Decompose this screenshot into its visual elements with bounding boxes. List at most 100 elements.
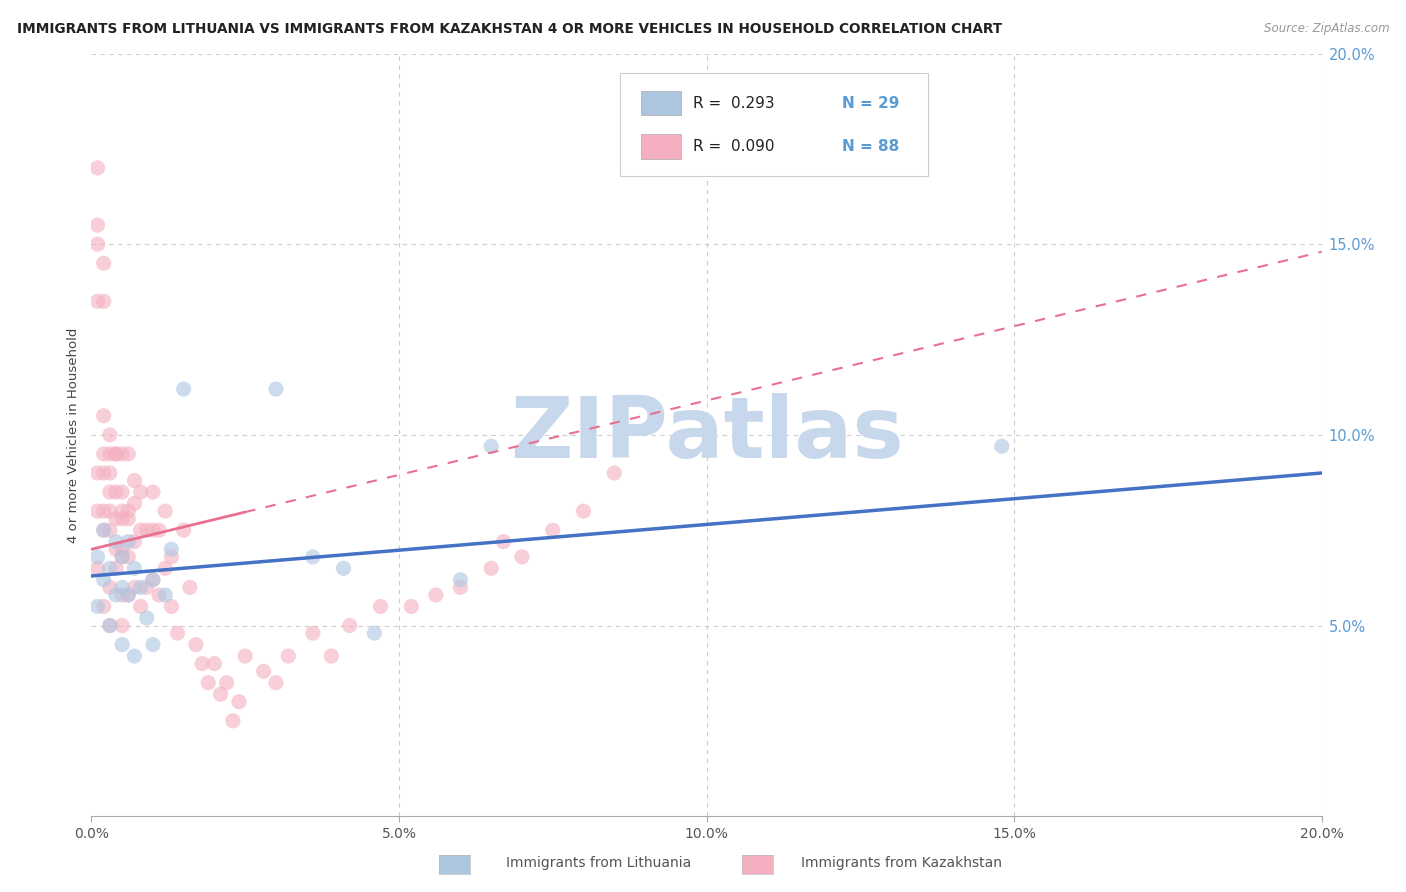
Point: [93, 599, 115, 614]
Point: [93, 409, 115, 423]
Point: [135, 581, 157, 595]
Point: [339, 618, 361, 632]
Point: [111, 504, 134, 518]
Point: [541, 523, 564, 537]
Point: [124, 474, 146, 488]
Point: [492, 534, 515, 549]
Point: [111, 549, 134, 564]
Point: [135, 523, 157, 537]
Point: [479, 439, 502, 453]
Text: ZIPatlas: ZIPatlas: [509, 393, 904, 476]
Point: [98, 428, 121, 442]
Point: [105, 561, 127, 575]
Point: [153, 588, 177, 602]
Point: [160, 542, 183, 557]
Point: [363, 626, 385, 640]
Point: [209, 687, 232, 701]
Point: [105, 485, 127, 500]
Point: [479, 561, 502, 575]
Text: R =  0.090: R = 0.090: [693, 139, 775, 154]
Point: [93, 466, 115, 480]
Point: [124, 581, 146, 595]
Point: [98, 447, 121, 461]
Text: Immigrants from Kazakhstan: Immigrants from Kazakhstan: [801, 856, 1002, 871]
Point: [179, 581, 201, 595]
Point: [86, 561, 108, 575]
Point: [142, 523, 165, 537]
Point: [93, 523, 115, 537]
Point: [215, 675, 238, 690]
Point: [142, 573, 165, 587]
Point: [449, 573, 471, 587]
Point: [160, 599, 183, 614]
Point: [86, 466, 108, 480]
Point: [301, 626, 323, 640]
Text: IMMIGRANTS FROM LITHUANIA VS IMMIGRANTS FROM KAZAKHSTAN 4 OR MORE VEHICLES IN HO: IMMIGRANTS FROM LITHUANIA VS IMMIGRANTS …: [17, 22, 1002, 37]
Point: [117, 588, 139, 602]
Point: [148, 523, 170, 537]
Bar: [641, 135, 681, 159]
Point: [449, 581, 471, 595]
Point: [142, 573, 165, 587]
Point: [86, 549, 108, 564]
Point: [572, 504, 595, 518]
Point: [129, 599, 152, 614]
Point: [105, 588, 127, 602]
Point: [173, 523, 195, 537]
Point: [111, 447, 134, 461]
Text: Source: ZipAtlas.com: Source: ZipAtlas.com: [1264, 22, 1389, 36]
Point: [117, 447, 139, 461]
Point: [233, 648, 256, 663]
Point: [86, 237, 108, 252]
Point: [111, 549, 134, 564]
Point: [129, 523, 152, 537]
Point: [990, 439, 1012, 453]
Point: [425, 588, 447, 602]
Bar: [641, 91, 681, 115]
Point: [111, 512, 134, 526]
Point: [153, 504, 177, 518]
Point: [111, 542, 134, 557]
Point: [98, 485, 121, 500]
Point: [253, 665, 276, 679]
Point: [135, 611, 157, 625]
Point: [142, 638, 165, 652]
Point: [124, 648, 146, 663]
Point: [399, 599, 422, 614]
Point: [105, 542, 127, 557]
Point: [111, 638, 134, 652]
Point: [124, 534, 146, 549]
Point: [264, 675, 287, 690]
Point: [98, 581, 121, 595]
Point: [603, 466, 626, 480]
Point: [98, 618, 121, 632]
Y-axis label: 4 or more Vehicles in Household: 4 or more Vehicles in Household: [66, 327, 80, 542]
Point: [184, 638, 207, 652]
Point: [93, 294, 115, 309]
Point: [160, 549, 183, 564]
Point: [117, 504, 139, 518]
Text: R =  0.293: R = 0.293: [693, 95, 775, 111]
Point: [117, 549, 139, 564]
FancyBboxPatch shape: [620, 72, 928, 176]
Point: [191, 657, 214, 671]
Point: [166, 626, 188, 640]
Point: [105, 447, 127, 461]
Point: [93, 523, 115, 537]
Point: [129, 485, 152, 500]
Point: [301, 549, 323, 564]
Point: [332, 561, 354, 575]
Text: N = 29: N = 29: [842, 95, 900, 111]
Point: [86, 294, 108, 309]
Point: [98, 504, 121, 518]
Point: [228, 695, 250, 709]
Point: [510, 549, 533, 564]
Point: [98, 466, 121, 480]
Point: [153, 561, 177, 575]
Point: [129, 581, 152, 595]
Point: [93, 573, 115, 587]
Point: [142, 485, 165, 500]
Point: [370, 599, 392, 614]
Point: [93, 256, 115, 270]
Point: [111, 618, 134, 632]
